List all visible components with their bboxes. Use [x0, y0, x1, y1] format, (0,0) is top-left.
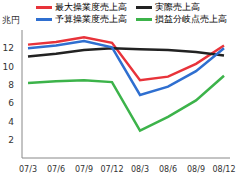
svg-text:6: 6: [8, 98, 14, 108]
svg-text:07/12: 07/12: [100, 165, 123, 174]
svg-text:08/3: 08/3: [131, 165, 149, 174]
svg-text:8: 8: [8, 80, 14, 90]
html-text:予算操業度売上高: 予算操業度売上高: [55, 14, 127, 24]
svg-text:07/9: 07/9: [75, 165, 93, 174]
svg-text:08/12: 08/12: [212, 165, 232, 174]
svg-text:10: 10: [8, 62, 14, 72]
svg-text:08/6: 08/6: [159, 165, 177, 174]
svg-text:08/9: 08/9: [187, 165, 205, 174]
html-text:実際売上高: 実際売上高: [155, 2, 200, 12]
svg-text:07/6: 07/6: [47, 165, 65, 174]
html-text:最大操業度売上高: 最大操業度売上高: [55, 2, 127, 12]
svg-text:2: 2: [8, 135, 14, 145]
html-text:兆円: 兆円: [2, 15, 20, 25]
svg-text:12: 12: [8, 43, 14, 53]
svg-text:07/3: 07/3: [19, 165, 37, 174]
svg-text:4: 4: [8, 117, 14, 127]
html-text:損益分岐点売上高: 損益分岐点売上高: [155, 14, 227, 24]
